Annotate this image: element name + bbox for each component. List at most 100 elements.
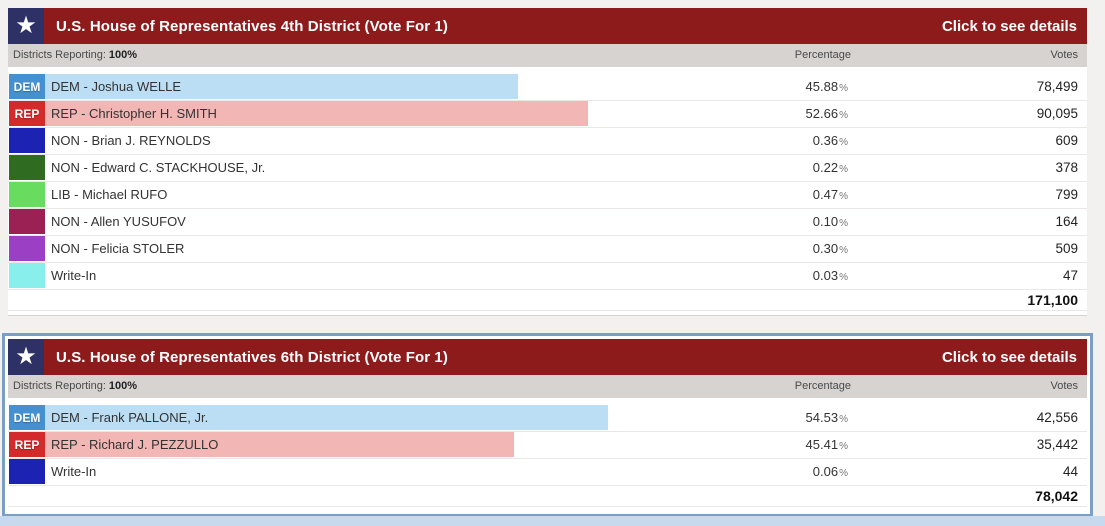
votes-value: 90,095: [1036, 106, 1078, 121]
candidate-row[interactable]: NON - Allen YUSUFOV 0.10% 164: [8, 209, 1087, 236]
percent-sign: %: [839, 441, 848, 452]
total-votes: 78,042: [1035, 488, 1078, 504]
contest-title: U.S. House of Representatives 6th Distri…: [56, 348, 448, 366]
percent-sign: %: [839, 468, 848, 479]
percentage-cell: 0.10%: [813, 209, 848, 236]
percentage-cell: 0.36%: [813, 128, 848, 155]
candidate-name: NON - Brian J. REYNOLDS: [51, 133, 211, 148]
percentage-cell: 0.06%: [813, 459, 848, 486]
page-bottom-strip: [0, 516, 1105, 526]
percentage-value: 0.06: [812, 464, 839, 479]
percentage-cell: 0.47%: [813, 182, 848, 209]
percentage-cell: 45.88%: [806, 74, 848, 101]
party-swatch: REP: [9, 432, 45, 457]
votes-value: 378: [1055, 160, 1078, 175]
percent-sign: %: [839, 414, 848, 425]
details-link[interactable]: Click to see details: [941, 348, 1077, 366]
candidate-row[interactable]: Write-In 0.06% 44: [8, 459, 1087, 486]
districts-reporting-value: 100%: [108, 49, 138, 61]
votes-value: 35,442: [1036, 437, 1078, 452]
star-icon: ★: [8, 8, 44, 44]
percentage-value: 54.53: [805, 410, 839, 425]
percent-sign: %: [839, 83, 848, 94]
candidate-name: DEM - Joshua WELLE: [51, 79, 182, 94]
candidate-row[interactable]: DEM DEM - Joshua WELLE 45.88% 78,499: [8, 74, 1087, 101]
candidate-name: Write-In: [51, 464, 97, 479]
contest-header[interactable]: ★ U.S. House of Representatives 4th Dist…: [8, 8, 1087, 44]
results-rows: DEM DEM - Joshua WELLE 45.88% 78,499 REP…: [8, 67, 1087, 290]
party-swatch: [9, 209, 45, 234]
star-icon: ★: [8, 339, 44, 375]
percentage-value: 0.47: [812, 187, 839, 202]
party-swatch: [9, 263, 45, 288]
candidate-name: NON - Felicia STOLER: [51, 241, 185, 256]
districts-reporting-label: Districts Reporting:: [13, 380, 106, 392]
candidate-name: Write-In: [51, 268, 97, 283]
candidate-row[interactable]: REP REP - Christopher H. SMITH 52.66% 90…: [8, 101, 1087, 128]
reporting-bar: Districts Reporting: 100% Percentage Vote…: [8, 375, 1087, 398]
result-bar: [45, 101, 588, 126]
candidate-name: REP - Richard J. PEZZULLO: [51, 437, 219, 452]
party-swatch: [9, 236, 45, 261]
districts-reporting-value: 100%: [108, 380, 138, 392]
result-bar: [45, 405, 608, 430]
contest-panel: ★ U.S. House of Representatives 6th Dist…: [2, 333, 1093, 517]
candidate-name: NON - Allen YUSUFOV: [51, 214, 186, 229]
details-link[interactable]: Click to see details: [941, 17, 1077, 35]
percent-sign: %: [839, 245, 848, 256]
percent-sign: %: [839, 272, 848, 283]
votes-value: 164: [1055, 214, 1078, 229]
star-glyph: ★: [15, 343, 37, 370]
percent-sign: %: [839, 137, 848, 148]
candidate-name: LIB - Michael RUFO: [51, 187, 168, 202]
candidate-row[interactable]: NON - Brian J. REYNOLDS 0.36% 609: [8, 128, 1087, 155]
percentage-cell: 52.66%: [806, 101, 848, 128]
votes-column-header: Votes: [1050, 380, 1078, 392]
percentage-value: 45.88: [805, 79, 839, 94]
percentage-cell: 0.22%: [813, 155, 848, 182]
districts-reporting-label: Districts Reporting:: [13, 49, 106, 61]
contest-header[interactable]: ★ U.S. House of Representatives 6th Dist…: [8, 339, 1087, 375]
percentage-value: 0.03: [812, 268, 839, 283]
percent-sign: %: [839, 110, 848, 121]
percentage-value: 0.10: [812, 214, 839, 229]
percentage-value: 52.66: [805, 106, 839, 121]
party-swatch: DEM: [9, 74, 45, 99]
candidate-name: REP - Christopher H. SMITH: [51, 106, 217, 121]
candidate-row[interactable]: NON - Felicia STOLER 0.30% 509: [8, 236, 1087, 263]
votes-value: 609: [1055, 133, 1078, 148]
result-bar: [45, 74, 518, 99]
percentage-value: 45.41: [805, 437, 839, 452]
party-swatch: DEM: [9, 405, 45, 430]
percentage-value: 0.22: [812, 160, 839, 175]
party-swatch: [9, 182, 45, 207]
candidate-row[interactable]: NON - Edward C. STACKHOUSE, Jr. 0.22% 37…: [8, 155, 1087, 182]
result-bar: [45, 432, 514, 457]
results-rows: DEM DEM - Frank PALLONE, Jr. 54.53% 42,5…: [8, 398, 1087, 486]
votes-column-header: Votes: [1050, 49, 1078, 61]
percentage-value: 0.36: [812, 133, 839, 148]
contest-title: U.S. House of Representatives 4th Distri…: [56, 17, 448, 35]
candidate-name: DEM - Frank PALLONE, Jr.: [51, 410, 209, 425]
votes-value: 509: [1055, 241, 1078, 256]
candidate-name: NON - Edward C. STACKHOUSE, Jr.: [51, 160, 266, 175]
votes-value: 42,556: [1036, 410, 1078, 425]
percent-sign: %: [839, 191, 848, 202]
percentage-cell: 45.41%: [806, 432, 848, 459]
percent-sign: %: [839, 218, 848, 229]
contest-panels-container: ★ U.S. House of Representatives 4th Dist…: [2, 8, 1105, 517]
candidate-row[interactable]: REP REP - Richard J. PEZZULLO 45.41% 35,…: [8, 432, 1087, 459]
percentage-cell: 54.53%: [806, 405, 848, 432]
candidate-row[interactable]: Write-In 0.03% 47: [8, 263, 1087, 290]
contest-panel: ★ U.S. House of Representatives 4th Dist…: [8, 8, 1087, 316]
party-swatch: [9, 155, 45, 180]
percent-sign: %: [839, 164, 848, 175]
party-swatch: [9, 128, 45, 153]
percentage-cell: 0.30%: [813, 236, 848, 263]
percentage-column-header: Percentage: [794, 380, 851, 392]
candidate-row[interactable]: LIB - Michael RUFO 0.47% 799: [8, 182, 1087, 209]
candidate-row[interactable]: DEM DEM - Frank PALLONE, Jr. 54.53% 42,5…: [8, 405, 1087, 432]
total-row: 171,100: [8, 290, 1087, 311]
percentage-value: 0.30: [812, 241, 839, 256]
